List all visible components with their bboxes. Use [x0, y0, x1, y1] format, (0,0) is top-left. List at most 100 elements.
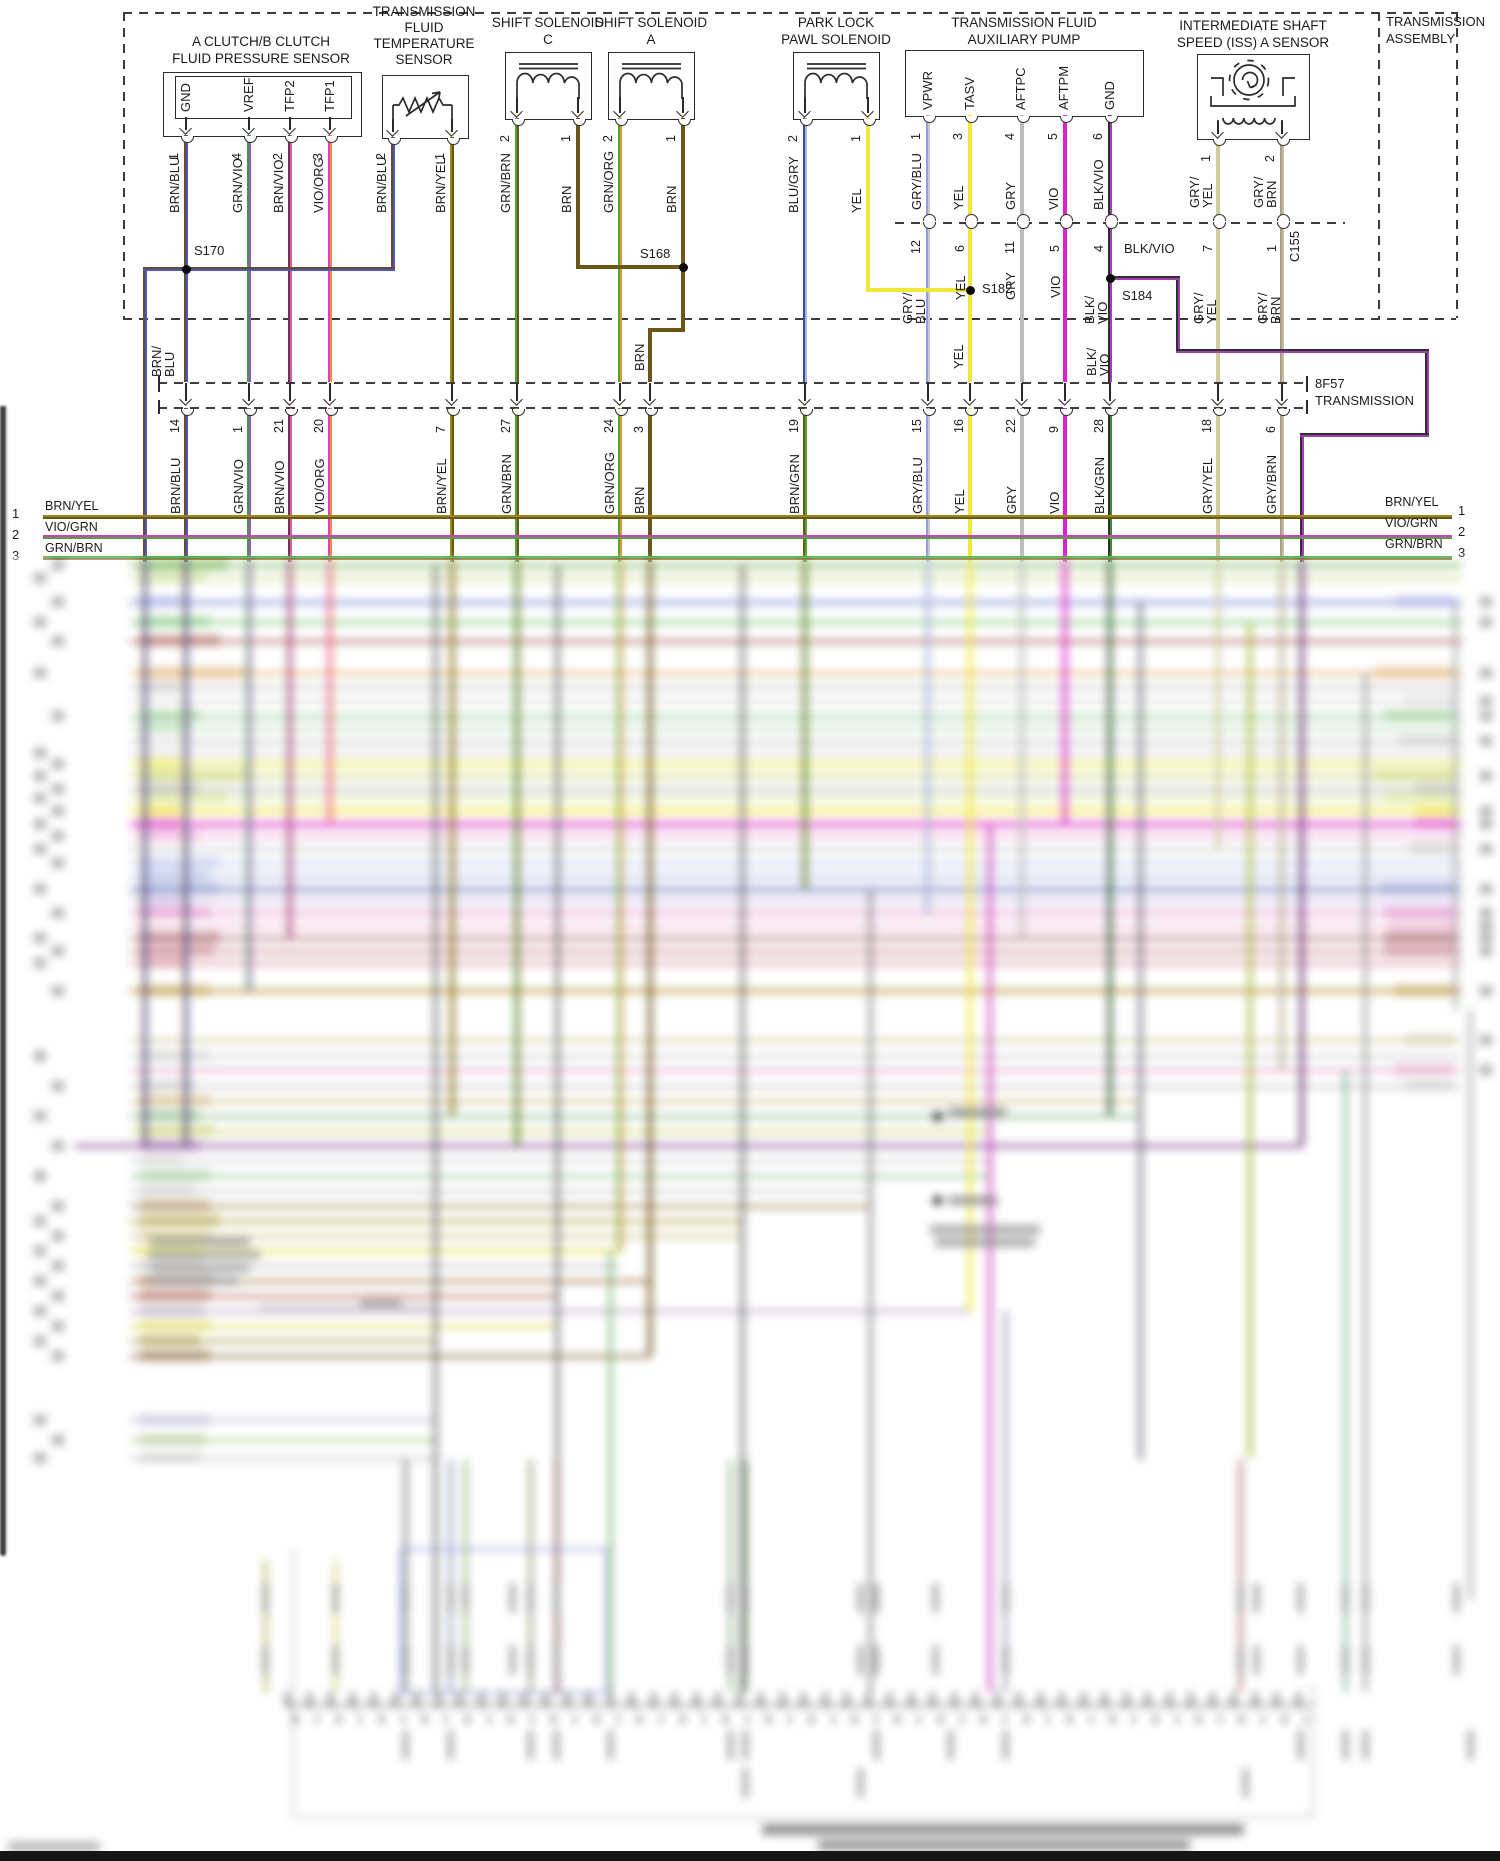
diagram-label: S184: [1122, 288, 1153, 303]
blurred-connector-outline: [1312, 1688, 1315, 1816]
blurred-pin: [1197, 1714, 1200, 1724]
wire-label: VIO: [1047, 491, 1062, 514]
arrow-stem: [289, 117, 291, 130]
wire-segment: [866, 118, 870, 292]
wire-label: AFTPC: [1013, 67, 1028, 110]
wire-segment: [184, 560, 188, 1146]
blurred-pin: [845, 1692, 848, 1708]
blurred-wire-row: [130, 563, 1462, 567]
wire-segment: [528, 1460, 532, 1692]
arrow-stem: [248, 383, 250, 401]
wire-label: BRN/YEL: [433, 157, 448, 213]
blurred-pin: [866, 1692, 870, 1708]
wire-segment: [1468, 1010, 1472, 1600]
blurred-wire-row: [130, 1084, 1462, 1088]
component-title: C: [543, 32, 553, 47]
blurred-text-blob: [8, 1842, 100, 1851]
wire-label: 22: [1004, 419, 1018, 433]
blurred-pin-stub: [1237, 1583, 1243, 1613]
blurred-pin-stub: [553, 1645, 559, 1675]
wire-segment: [1280, 140, 1284, 216]
arrow-stem: [649, 383, 651, 401]
blurred-label-blob: [1389, 920, 1454, 931]
blurred-connector-outline: [292, 1552, 295, 1816]
blurred-number-blob: [34, 748, 46, 758]
blurred-pin-stub: [947, 1730, 953, 1760]
splice-s182: [965, 285, 975, 295]
arrow-stem: [1109, 383, 1111, 401]
wire-label: 6: [953, 245, 967, 252]
wire-label: 6: [1264, 426, 1278, 433]
blurred-number-blob: [34, 1111, 46, 1121]
wire-label: GND: [178, 83, 193, 112]
blurred-number-blob: [1480, 711, 1492, 721]
blurred-wire-row: [130, 1264, 620, 1268]
connector-pin-cup-icon: [922, 116, 936, 123]
shift-solenoid-c-coil-icon: [516, 63, 580, 99]
connector-pin-cup-icon: [284, 136, 298, 143]
connector-pin-cup-icon: [964, 214, 978, 221]
blurred-label-blob: [140, 870, 208, 881]
blurred-pin: [810, 1714, 813, 1724]
connector-bracket-tick: [158, 400, 160, 414]
blurred-pin-stub: [932, 1645, 938, 1675]
blurred-number-blob: [1480, 933, 1492, 943]
blurred-number-blob: [34, 844, 46, 854]
blurred-pin: [874, 1714, 877, 1724]
blurred-pin: [380, 1714, 383, 1724]
wire-segment: [1216, 140, 1220, 216]
blurred-pin: [681, 1714, 684, 1724]
blurred-wire-row: [130, 886, 1462, 892]
blurred-pin: [909, 1692, 913, 1708]
blurred-label-blob: [140, 596, 190, 607]
blurred-wire-row: [130, 751, 1462, 755]
blurred-pin-stub: [447, 1645, 453, 1675]
blurred-pin: [1025, 1714, 1028, 1724]
wire-label: GRY: [1004, 486, 1019, 514]
blurred-number-blob: [34, 1246, 46, 1256]
arrow-stem: [248, 117, 250, 130]
diagram-label: VIO/GRN: [45, 520, 98, 534]
wire-label: BRN: [664, 185, 679, 213]
wire-segment: [1108, 560, 1112, 1116]
blurred-number-blob: [34, 1453, 46, 1463]
blurred-number-blob: [1480, 819, 1492, 829]
wire-segment: [554, 1460, 558, 1692]
blurred-splice-dot: [932, 1195, 942, 1205]
arrow-stem: [289, 383, 291, 401]
wire-segment: [328, 135, 332, 382]
wire-segment: [286, 1704, 1312, 1706]
blurred-number-blob: [34, 819, 46, 829]
wire-label: 1: [559, 135, 573, 142]
blurred-pin: [1261, 1714, 1264, 1724]
blurred-number-blob: [1480, 736, 1492, 746]
blurred-pin: [702, 1714, 705, 1724]
blurred-text-blob: [150, 1277, 238, 1285]
connector-pin-cup-icon: [1059, 116, 1073, 123]
blurred-number-blob: [52, 1141, 64, 1151]
blurred-label-blob: [1384, 932, 1454, 943]
component-title: SENSOR: [395, 52, 453, 67]
blurred-pin: [479, 1692, 483, 1708]
blurred-pin: [651, 1692, 655, 1708]
wire-segment: [247, 560, 251, 991]
blurred-pin: [415, 1692, 418, 1708]
component-title: PARK LOCK: [797, 15, 875, 30]
arrow-stem: [1281, 383, 1283, 401]
arrow-stem: [804, 97, 806, 113]
blurred-text-blob: [948, 1196, 998, 1205]
blurred-label-blob: [1404, 1034, 1454, 1045]
connector-pin-cup-icon: [644, 409, 658, 416]
wire-label: VIO/ORG: [312, 458, 327, 514]
component-title: A: [646, 32, 656, 47]
blurred-label-blob: [1414, 818, 1454, 829]
wire-segment: [1020, 560, 1024, 938]
blurred-pin: [630, 1692, 633, 1708]
blurred-label-blob: [140, 1080, 195, 1091]
arrow-stem: [451, 119, 453, 132]
arrow-head-icon: [510, 393, 524, 406]
blurred-pin-stub: [1342, 1583, 1348, 1613]
wire-segment: [1063, 560, 1067, 824]
blurred-label-blob: [140, 857, 220, 868]
blurred-pin: [1132, 1714, 1135, 1724]
